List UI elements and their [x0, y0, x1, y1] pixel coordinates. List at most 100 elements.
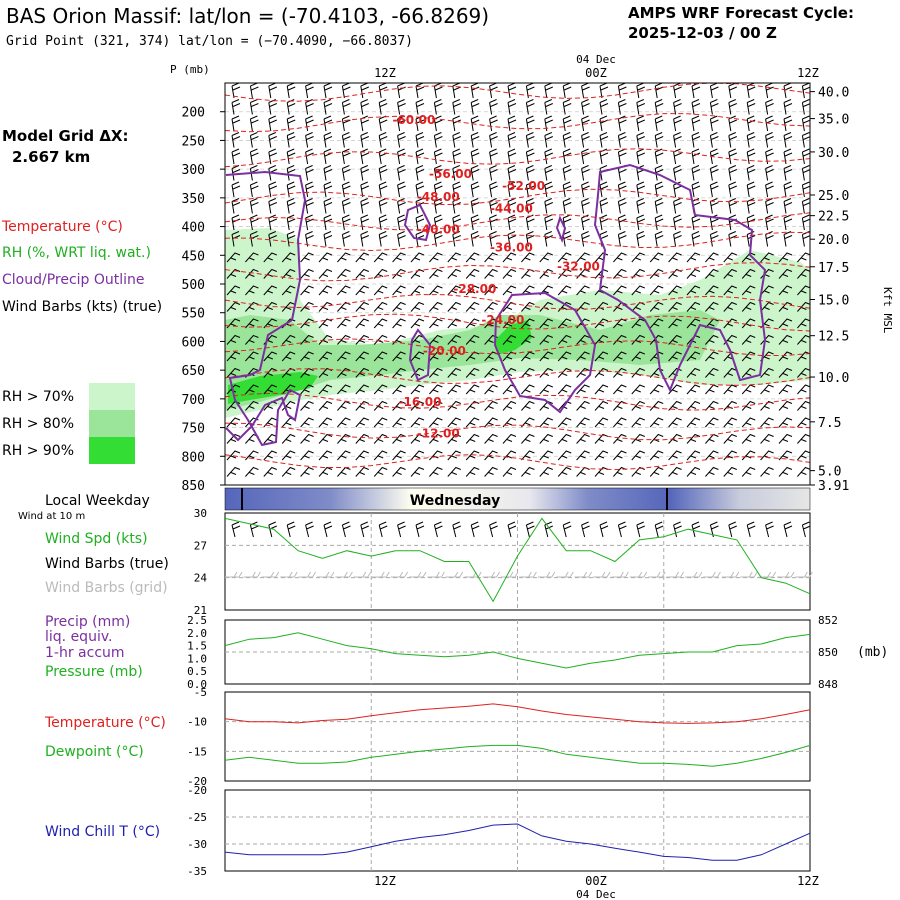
wind-barb: [305, 83, 314, 99]
wind-barb: [447, 450, 461, 461]
wind-barb: [576, 450, 590, 461]
wind-barb: [723, 450, 737, 461]
wind-barb: [760, 285, 774, 296]
wind-barb-true: [323, 521, 333, 538]
wind-barb: [305, 132, 314, 148]
top-tick-12z-b: 12Z: [797, 66, 819, 80]
wind-barb: [465, 466, 480, 477]
wind-barb: [263, 285, 277, 296]
wind-barb: [581, 198, 590, 214]
wind-barb: [617, 99, 627, 115]
rh-shading: [225, 228, 810, 418]
wind-barb: [613, 384, 627, 395]
wind-barb: [452, 83, 461, 99]
legend-cloud-outline: Cloud/Precip Outline: [2, 272, 145, 288]
wind-barb: [668, 301, 682, 312]
wind-barb: [686, 384, 701, 395]
wind-barb-grid: [703, 571, 721, 578]
wind-barb: [636, 148, 645, 165]
wind-barb: [636, 99, 645, 115]
temperature-isotherm: [225, 454, 810, 471]
wind-barb: [709, 99, 719, 115]
wind-barb: [576, 466, 590, 477]
wind-barb: [373, 268, 388, 279]
wind-barb: [765, 132, 774, 148]
wind-barb: [305, 99, 314, 115]
wind-barb: [613, 252, 627, 263]
contour-label: -36.00: [490, 241, 533, 255]
wind-barb: [447, 433, 461, 444]
wind-barb: [226, 433, 241, 444]
wind-barb: [337, 367, 351, 378]
wind-barb: [649, 252, 664, 263]
wind-barb: [539, 351, 553, 362]
wind-barb: [433, 99, 443, 115]
wind-barb: [318, 268, 333, 279]
wind-barb: [305, 181, 314, 198]
wind-barb-true: [305, 521, 314, 538]
wind-barb: [636, 214, 645, 231]
wind-barb: [484, 268, 498, 279]
wind-barb-grid: [390, 571, 409, 578]
wind-chill-line: [224, 823, 811, 861]
wind-barb: [723, 417, 737, 428]
wind-barb: [281, 334, 296, 345]
wind-barb: [378, 132, 388, 148]
wind-barb: [249, 214, 259, 231]
wind-barb: [613, 450, 627, 461]
wind-barb: [245, 466, 259, 477]
wind-barb: [465, 400, 480, 411]
wind-barb: [465, 318, 480, 329]
wind-barb: [654, 83, 664, 99]
wind-barb: [300, 301, 314, 312]
wind-barb: [613, 367, 627, 378]
wind-barb: [599, 132, 609, 148]
wind-barb: [797, 301, 810, 312]
wind-barb: [245, 318, 259, 329]
wind-barb: [691, 132, 701, 148]
wind-barb: [760, 417, 774, 428]
wind-barb: [323, 231, 333, 247]
wind-barb: [355, 268, 369, 279]
wind-barb: [741, 417, 756, 428]
pressure-tick: 852: [818, 614, 838, 627]
wind-barb: [723, 301, 737, 312]
wind-speed-line: [224, 517, 811, 603]
wind-barb: [429, 417, 443, 428]
wind-barb: [300, 318, 314, 329]
wind-barb: [433, 132, 443, 148]
wind-barb-true: [525, 521, 535, 538]
wind-barb: [286, 198, 296, 214]
wind-barb: [741, 334, 756, 345]
pressure-tick: 850: [818, 646, 838, 659]
wind-barb: [705, 285, 719, 296]
wind-barb: [576, 433, 590, 444]
wind-barb: [668, 450, 682, 461]
wind-barb: [649, 318, 664, 329]
wind-barb: [447, 367, 461, 378]
temperature-line: [224, 703, 811, 724]
wind-barb: [337, 268, 351, 279]
cloud-outline-right: [593, 163, 767, 393]
wind-barb: [760, 400, 774, 411]
wind-barb: [544, 132, 553, 148]
wind-barb: [245, 334, 259, 345]
wind-barb-grid: [353, 571, 372, 578]
pressure-tick-350: 350: [182, 192, 205, 207]
wind-barb: [557, 417, 572, 428]
legend-rh70-label: RH > 70%: [2, 389, 74, 405]
wind-barb: [521, 466, 535, 477]
y-tick-label: -20: [187, 775, 207, 788]
wind-barb: [778, 367, 793, 378]
wind-barb: [484, 433, 498, 444]
wind-barb: [226, 450, 241, 461]
wind-barb: [341, 214, 351, 231]
wind-barb-grid: [317, 571, 335, 578]
wind-barb: [705, 417, 719, 428]
wind-barb: [373, 450, 388, 461]
wind-barb: [599, 181, 609, 198]
wind-barb: [654, 99, 664, 115]
wind-barb: [355, 285, 369, 296]
wind-barb: [741, 466, 756, 477]
temperature-isotherm: [225, 83, 810, 102]
